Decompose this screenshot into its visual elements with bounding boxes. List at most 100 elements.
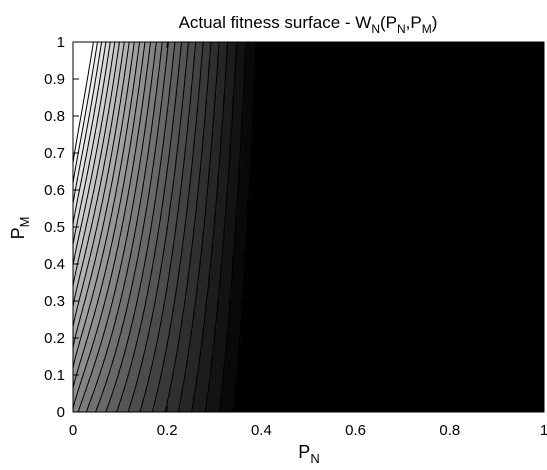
contour-band-cell xyxy=(103,246,107,251)
contour-band-cell xyxy=(79,318,83,323)
contour-band-cell xyxy=(97,345,101,350)
contour-band-cell xyxy=(79,93,83,97)
contour-band-cell xyxy=(82,318,86,323)
contour-band-cell xyxy=(88,99,92,103)
contour-band-cell xyxy=(91,276,95,281)
contour-band-cell xyxy=(82,285,86,290)
contour-band-cell xyxy=(85,156,89,160)
contour-band-cell xyxy=(100,288,104,293)
contour-band-cell xyxy=(103,345,107,350)
contour-band-cell xyxy=(73,66,77,70)
contour-band-cell xyxy=(94,168,98,172)
contour-band-cell xyxy=(88,372,92,377)
contour-band-cell xyxy=(88,312,92,317)
contour-band-cell xyxy=(91,201,95,206)
contour-band-cell xyxy=(85,312,89,317)
contour-band-cell xyxy=(91,303,95,308)
contour-band-cell xyxy=(88,261,92,266)
contour-band-cell xyxy=(100,210,104,215)
contour-band-cell xyxy=(79,51,83,55)
contour-band-cell xyxy=(82,243,86,248)
contour-band-cell xyxy=(76,333,80,338)
contour-band-cell xyxy=(85,45,89,49)
contour-band-cell xyxy=(91,315,95,320)
contour-band-cell xyxy=(100,159,104,163)
contour-band-cell xyxy=(73,387,77,392)
contour-band-cell xyxy=(100,189,104,194)
contour-band-cell xyxy=(94,324,98,329)
contour-band-cell xyxy=(103,294,107,299)
contour-band-cell xyxy=(73,261,77,266)
contour-band-cell xyxy=(73,42,77,46)
contour-band-cell xyxy=(91,204,95,209)
contour-band-cell xyxy=(88,144,92,148)
contour-band-cell xyxy=(85,207,89,212)
contour-band-cell xyxy=(94,105,98,109)
contour-band-cell xyxy=(73,54,77,58)
contour-band-cell xyxy=(91,288,95,293)
contour-band-cell xyxy=(97,396,101,401)
contour-band-cell xyxy=(97,156,101,160)
contour-band-cell xyxy=(82,207,86,212)
contour-band-cell xyxy=(91,48,95,52)
contour-band-cell xyxy=(82,387,86,392)
contour-band-cell xyxy=(97,54,101,58)
contour-band-cell xyxy=(76,108,80,112)
contour-band-cell xyxy=(100,240,104,245)
contour-band-cell xyxy=(82,384,86,389)
contour-band-cell xyxy=(91,336,95,341)
contour-band-cell xyxy=(97,63,101,67)
contour-band-cell xyxy=(79,195,83,200)
contour-band-cell xyxy=(103,288,107,293)
contour-band-cell xyxy=(97,393,101,398)
contour-band-cell xyxy=(97,240,101,245)
contour-band-cell xyxy=(76,315,80,320)
contour-band-cell xyxy=(91,330,95,335)
contour-band-cell xyxy=(79,330,83,335)
contour-band-cell xyxy=(79,273,83,278)
contour-band-cell xyxy=(103,381,107,386)
contour-band-cell xyxy=(94,90,98,94)
contour-band-cell xyxy=(82,342,86,347)
contour-band-cell xyxy=(100,84,104,88)
contour-band-cell xyxy=(88,285,92,290)
contour-band-cell xyxy=(82,204,86,209)
contour-band-cell xyxy=(79,129,83,133)
contour-band-cell xyxy=(76,69,80,73)
contour-band-cell xyxy=(100,180,104,184)
contour-band-cell xyxy=(88,396,92,401)
contour-band-cell xyxy=(103,255,107,260)
contour-band-cell xyxy=(73,156,77,160)
contour-band-cell xyxy=(97,399,101,404)
contour-band-cell xyxy=(100,378,104,383)
contour-band-cell xyxy=(76,75,80,79)
contour-band-cell xyxy=(100,75,104,79)
contour-band-cell xyxy=(76,150,80,154)
contour-band-cell xyxy=(88,237,92,242)
contour-band-cell xyxy=(73,195,77,200)
contour-band-cell xyxy=(73,237,77,242)
contour-band-cell xyxy=(88,222,92,227)
contour-band-cell xyxy=(91,309,95,314)
contour-band-cell xyxy=(73,87,77,91)
contour-band-cell xyxy=(91,174,95,178)
contour-band-cell xyxy=(73,216,77,221)
contour-band-cell xyxy=(91,255,95,260)
contour-band-cell xyxy=(82,309,86,314)
contour-band-cell xyxy=(82,273,86,278)
contour-band-cell xyxy=(97,171,101,175)
contour-band-cell xyxy=(91,357,95,362)
contour-band-cell xyxy=(85,189,89,194)
contour-band-cell xyxy=(79,102,83,106)
contour-band-cell xyxy=(85,354,89,359)
contour-band-cell xyxy=(100,237,104,242)
contour-band-cell xyxy=(94,141,98,145)
contour-band-cell xyxy=(88,120,92,124)
contour-band-cell xyxy=(88,168,92,172)
contour-band-cell xyxy=(94,273,98,278)
contour-band-cell xyxy=(91,81,95,85)
contour-band-cell xyxy=(103,348,107,353)
contour-band-cell xyxy=(103,297,107,302)
contour-band-cell xyxy=(85,261,89,266)
contour-band-cell xyxy=(97,48,101,52)
